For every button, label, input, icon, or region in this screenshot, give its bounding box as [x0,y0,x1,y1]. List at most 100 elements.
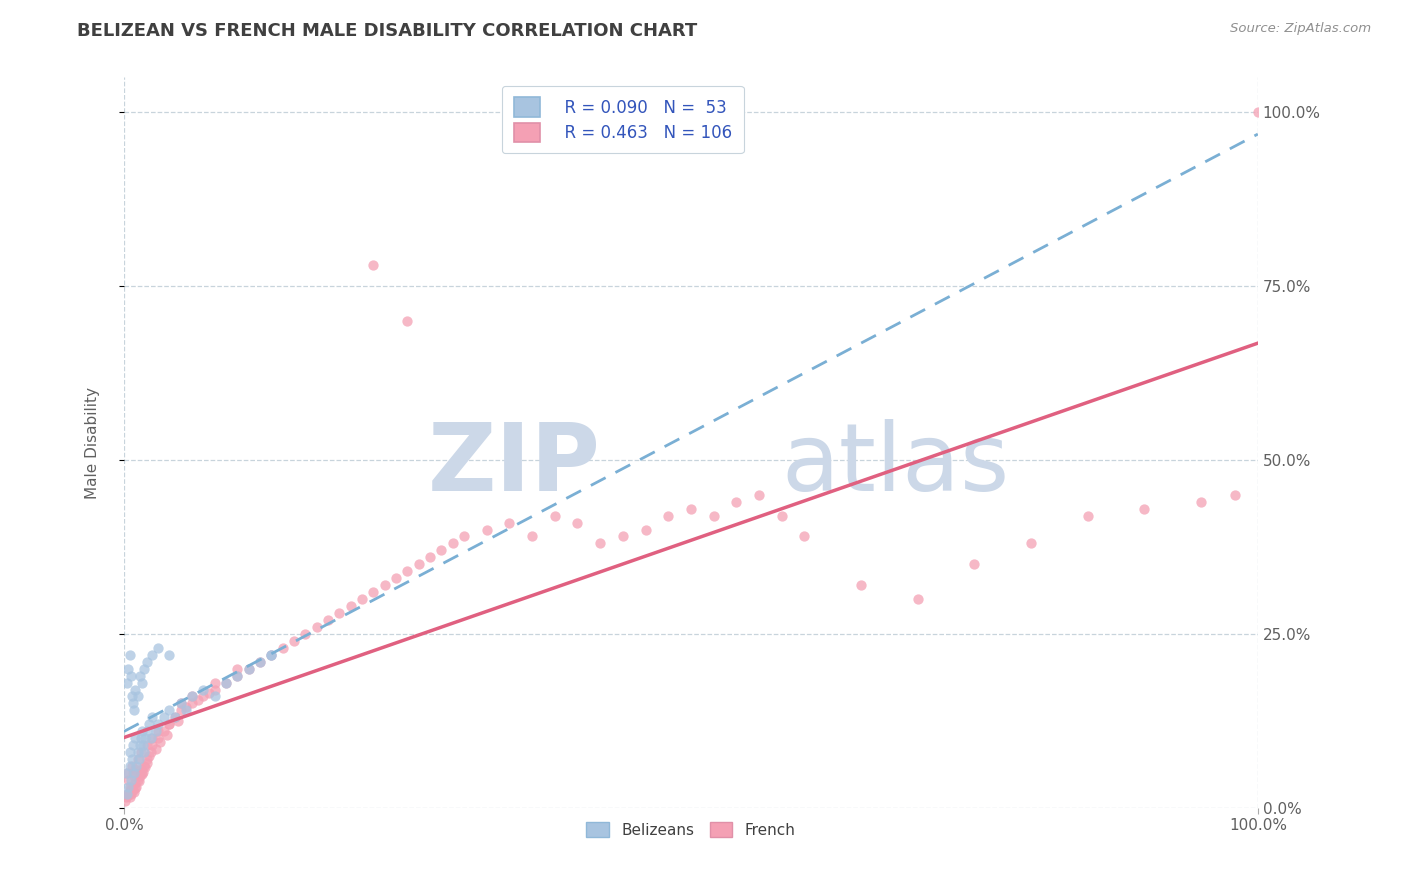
Point [238,662,260,676]
Point [157,648,180,662]
Point [114,794,136,808]
Point [146,640,169,655]
Point [125,759,148,773]
Point [127,690,149,704]
Point [122,783,145,797]
Point [128,738,150,752]
Point [127,745,149,759]
Point [157,703,180,717]
Point [907,592,929,607]
Point [141,731,163,746]
Point [544,508,567,523]
Point [141,648,163,662]
Point [363,585,385,599]
Point [167,714,190,728]
Point [657,508,679,523]
Point [589,536,612,550]
Point [127,752,149,766]
Point [134,662,156,676]
Point [139,745,162,759]
Point [849,578,872,592]
Point [181,690,204,704]
Point [748,488,770,502]
Point [131,767,153,781]
Point [169,697,191,711]
Point [129,766,152,780]
Point [453,529,475,543]
Point [124,731,146,746]
Point [1223,488,1246,502]
Point [129,763,152,777]
Point [283,633,305,648]
Point [115,766,138,780]
Point [118,648,141,662]
Point [128,668,150,682]
Point [1133,501,1156,516]
Point [193,682,215,697]
Point [141,710,163,724]
Point [260,648,283,662]
Point [181,690,204,704]
Point [138,717,160,731]
Point [612,529,634,543]
Point [215,675,238,690]
Point [339,599,361,613]
Point [152,710,174,724]
Point [703,508,725,523]
Point [238,662,260,676]
Point [149,734,172,748]
Point [135,756,157,770]
Point [169,697,191,711]
Point [131,724,153,739]
Point [134,731,156,746]
Point [117,787,139,801]
Point [117,787,139,801]
Point [385,571,408,585]
Point [118,783,141,797]
Point [271,640,294,655]
Y-axis label: Male Disability: Male Disability [86,386,100,499]
Point [475,523,498,537]
Point [138,748,160,763]
Point [419,550,441,565]
Point [328,606,350,620]
Point [131,675,153,690]
Legend: Belizeans, French: Belizeans, French [581,815,801,844]
Text: ZIP: ZIP [427,418,600,510]
Point [132,738,155,752]
Point [117,662,139,676]
Point [118,759,141,773]
Point [1247,105,1270,120]
Point [128,752,150,766]
Point [396,564,419,578]
Point [963,558,986,572]
Point [226,662,249,676]
Point [204,690,226,704]
Point [316,613,339,627]
Point [128,769,150,783]
Point [117,789,139,803]
Point [145,724,167,739]
Point [146,731,169,746]
Point [132,764,155,779]
Point [157,717,180,731]
Point [725,494,748,508]
Point [226,668,249,682]
Point [128,774,150,789]
Point [124,781,146,796]
Point [1019,536,1042,550]
Point [204,675,226,690]
Point [498,516,520,530]
Point [249,655,271,669]
Point [134,745,156,759]
Point [134,760,156,774]
Point [141,738,163,752]
Point [260,648,283,662]
Point [120,772,142,787]
Point [1077,508,1099,523]
Point [146,724,169,739]
Point [198,686,221,700]
Point [260,648,283,662]
Text: BELIZEAN VS FRENCH MALE DISABILITY CORRELATION CHART: BELIZEAN VS FRENCH MALE DISABILITY CORRE… [77,22,697,40]
Point [122,697,145,711]
